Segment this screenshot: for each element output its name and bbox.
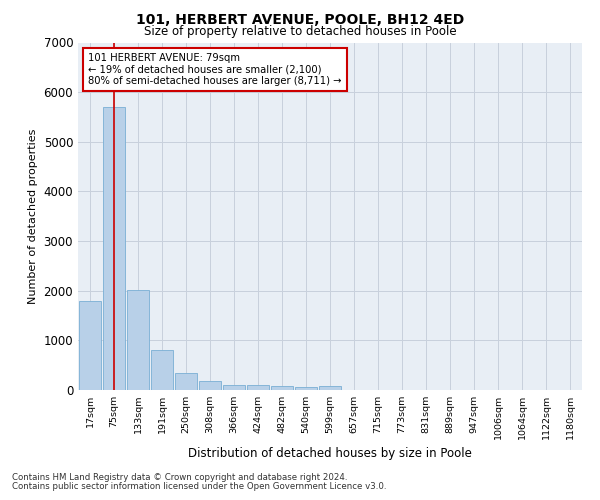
Bar bbox=[199, 382, 221, 390]
Bar bbox=[79, 300, 101, 390]
Bar bbox=[103, 107, 125, 390]
Bar bbox=[319, 386, 341, 390]
Bar bbox=[151, 350, 173, 390]
Bar bbox=[175, 373, 197, 390]
Bar bbox=[247, 386, 269, 390]
Bar bbox=[295, 388, 317, 390]
Bar bbox=[223, 385, 245, 390]
Text: Contains HM Land Registry data © Crown copyright and database right 2024.: Contains HM Land Registry data © Crown c… bbox=[12, 473, 347, 482]
Text: 101 HERBERT AVENUE: 79sqm
← 19% of detached houses are smaller (2,100)
80% of se: 101 HERBERT AVENUE: 79sqm ← 19% of detac… bbox=[88, 53, 341, 86]
Text: 101, HERBERT AVENUE, POOLE, BH12 4ED: 101, HERBERT AVENUE, POOLE, BH12 4ED bbox=[136, 12, 464, 26]
Bar bbox=[271, 386, 293, 390]
Text: Size of property relative to detached houses in Poole: Size of property relative to detached ho… bbox=[143, 25, 457, 38]
Y-axis label: Number of detached properties: Number of detached properties bbox=[28, 128, 38, 304]
X-axis label: Distribution of detached houses by size in Poole: Distribution of detached houses by size … bbox=[188, 448, 472, 460]
Bar bbox=[127, 290, 149, 390]
Text: Contains public sector information licensed under the Open Government Licence v3: Contains public sector information licen… bbox=[12, 482, 386, 491]
